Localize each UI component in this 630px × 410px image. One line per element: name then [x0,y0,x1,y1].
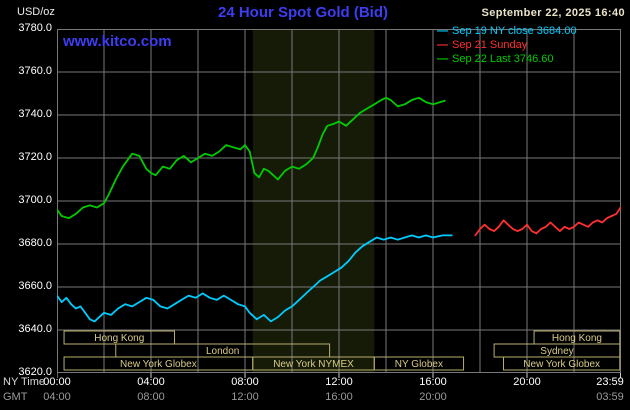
y-axis-label: 3680.0 [18,237,52,249]
session-label: New York NYMEX [273,359,354,370]
x-axis-label-ny: 00:00 [43,376,71,388]
session-label: New York Globex [523,359,600,370]
series-sep-21-sunday [474,206,621,237]
page-title: 24 Hour Spot Gold (Bid) [218,4,388,21]
plot-border [57,29,621,373]
session-box [373,356,465,371]
x-axis-label-ny: 04:00 [137,376,165,388]
legend-item-sep19: — Sep 19 NY close 3684.00 [437,24,577,38]
x-axis-label-gmt: 04:00 [43,391,71,403]
legend-item-sep22: — Sep 22 Last 3746.60 [437,52,577,66]
gmt-axis-label: GMT [3,391,28,403]
x-axis-label-gmt: 03:59 [596,391,624,403]
unit-label: USD/oz [17,6,55,18]
x-axis-label-ny: 16:00 [419,376,447,388]
x-axis-label-ny: 12:00 [325,376,353,388]
legend-label: Sep 22 Last 3746.60 [452,53,554,65]
kitco-watermark-link[interactable]: www.kitco.com [63,33,172,50]
y-axis-label: 3620.0 [18,366,52,378]
series-sep-19-ny-close [57,234,453,323]
y-axis-label: 3660.0 [18,280,52,292]
x-axis-label-ny: 23:59 [596,376,624,388]
timestamp: September 22, 2025 16:40 [481,7,625,19]
x-axis-label-gmt: 08:00 [137,391,165,403]
x-axis-label-gmt: 12:00 [231,391,259,403]
y-axis-label: 3740.0 [18,108,52,120]
price-chart: Hong Kong Hong Kong London Sydney New York G… [57,29,621,378]
y-axis-label: 3700.0 [18,194,52,206]
session-label: NY Globex [395,359,443,370]
y-axis-label: 3760.0 [18,65,52,77]
y-axis-label: 3720.0 [18,151,52,163]
session-box [503,356,621,371]
session-label: Hong Kong [94,333,144,344]
x-axis-label-gmt: 16:00 [325,391,353,403]
session-label: Hong Kong [552,333,602,344]
x-axis-label-ny: 08:00 [231,376,259,388]
legend-swatch-icon: — [437,53,448,65]
session-label: Sydney [540,346,573,357]
legend-label: Sep 19 NY close 3684.00 [452,25,577,37]
session-label: London [206,346,239,357]
ny-time-axis-label: NY Time [3,376,45,388]
legend-swatch-icon: — [437,39,448,51]
legend-swatch-icon: — [437,25,448,37]
session-label: New York Globex [120,359,197,370]
legend: — Sep 19 NY close 3684.00 — Sep 21 Sunday … [437,24,577,66]
y-axis-label: 3640.0 [18,323,52,335]
x-axis-label-ny: 20:00 [513,376,541,388]
legend-item-sep21: — Sep 21 Sunday [437,38,577,52]
series-sep-22-last [57,96,446,220]
legend-label: Sep 21 Sunday [452,39,528,51]
x-axis-label-gmt: 20:00 [419,391,447,403]
y-axis-label: 3780.0 [18,22,52,34]
